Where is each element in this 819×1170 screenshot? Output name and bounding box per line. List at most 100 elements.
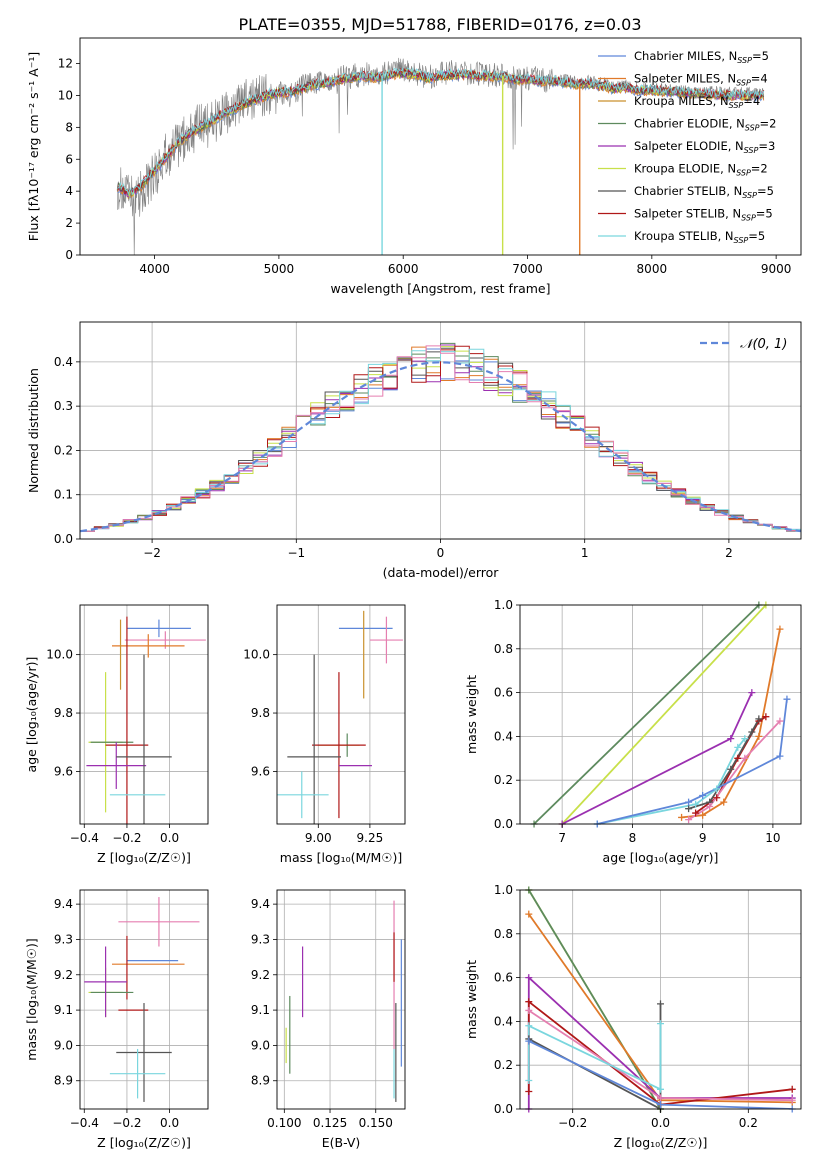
y-tick-label: 9.1: [54, 1003, 73, 1017]
x-tick-label: 0.150: [359, 1116, 393, 1130]
legend-label-name: Chabrier ELODIE, N: [634, 117, 745, 131]
x-tick-label: −0.2: [112, 831, 141, 845]
y-axis-label: Flux [fλ10⁻¹⁷ erg cm⁻² s⁻¹ A⁻¹]: [26, 52, 41, 241]
legend-label-suffix: =5: [756, 207, 773, 221]
legend-label: Chabrier MILES, NSSP=5: [634, 49, 769, 65]
x-tick-label: 2: [725, 546, 733, 560]
x-tick-label: 9000: [761, 262, 792, 276]
legend-label-suffix: =5: [748, 229, 765, 243]
y-axis-label: mass [log₁₀(M/M☉)]: [24, 938, 39, 1060]
weight-marker: [776, 752, 784, 760]
model-line-8: [117, 67, 765, 196]
weight-marker: [748, 689, 756, 697]
x-tick-label: 4000: [139, 262, 170, 276]
axes-frame: [276, 604, 406, 825]
legend-label-suffix: =5: [752, 49, 769, 63]
y-tick-label: 0.2: [494, 1058, 513, 1072]
y-tick-label: 0.4: [494, 1014, 513, 1028]
weight-marker: [788, 1096, 796, 1104]
panel-weight-vs-Z: −0.2 0.0 0.2 0.0 0.2 0.4 0.6 0.8 1.0 Z [log₁₀(Z/Z…: [464, 883, 802, 1150]
legend-label-sub: SSP: [744, 146, 759, 155]
weight-marker: [657, 1020, 664, 1028]
x-tick-label: 0.100: [267, 1116, 301, 1130]
y-tick-label: 0.2: [54, 443, 73, 457]
weight-marker: [525, 1077, 533, 1085]
weight-marker: [685, 805, 693, 813]
histogram-8: [80, 345, 801, 532]
legend-label: Kroupa STELIB, NSSP=5: [634, 229, 765, 245]
axes-frame: [79, 604, 209, 825]
y-tick-label: 0.6: [494, 686, 513, 700]
x-tick-label: 0.0: [160, 1116, 179, 1130]
legend-label-name: Kroupa ELODIE, N: [634, 162, 736, 176]
y-axis-label: age [log₁₀(age/yr)]: [24, 657, 39, 773]
weight-line-1: [561, 605, 767, 824]
x-tick-label: 0.125: [313, 1116, 347, 1130]
y-tick-label: 9.6: [251, 764, 270, 778]
x-axis-label: Z [log₁₀(Z/Z☉)]: [97, 850, 191, 865]
legend-label: Salpeter STELIB, NSSP=5: [634, 207, 773, 223]
y-tick-label: 9.3: [251, 932, 270, 946]
weight-marker: [727, 765, 735, 773]
plot-area-age-vs-Z: [86, 616, 206, 824]
weight-marker: [734, 743, 742, 751]
axes-frame: [79, 889, 209, 1110]
y-tick-label: 1.0: [494, 598, 513, 612]
y-tick-label: 9.8: [54, 706, 73, 720]
x-tick-label: −2: [143, 546, 161, 560]
legend-label-name: Salpeter ELODIE, N: [634, 139, 744, 153]
weight-line-0: [533, 605, 760, 824]
weight-marker: [788, 1085, 796, 1093]
weight-marker: [762, 713, 770, 721]
weight-marker: [692, 809, 700, 817]
x-tick-label: 8000: [637, 262, 668, 276]
legend-label-name: Chabrier MILES, N: [634, 49, 737, 63]
legend-label-sub: SSP: [742, 191, 757, 200]
weight-marker: [525, 910, 533, 918]
x-tick-label: −0.4: [70, 1116, 99, 1130]
legend-label-sub: SSP: [741, 214, 756, 223]
axes-frame: [79, 37, 802, 256]
y-tick-label: 9.2: [251, 968, 270, 982]
weight-marker: [741, 754, 749, 762]
y-tick-label: 9.6: [54, 764, 73, 778]
legend-label-suffix: =2: [751, 162, 768, 176]
y-tick-label: 0: [65, 248, 73, 262]
legend-label-name: Chabrier STELIB, N: [634, 184, 742, 198]
legend-label-suffix: =2: [760, 117, 777, 131]
y-tick-label: 9.3: [54, 932, 73, 946]
legend-label: Chabrier STELIB, NSSP=5: [634, 184, 774, 200]
weight-marker: [692, 800, 700, 808]
figure-title: PLATE=0355, MJD=51788, FIBERID=0176, z=0…: [238, 15, 641, 34]
x-axis-label: Z [log₁₀(Z/Z☉)]: [97, 1135, 191, 1150]
weight-marker: [525, 1006, 533, 1014]
y-tick-label: 4: [65, 184, 73, 198]
model-line-5: [116, 69, 765, 197]
x-tick-label: 8: [629, 831, 637, 845]
axes-frame: [276, 889, 406, 1110]
plot-area-residuals: [80, 342, 801, 533]
x-tick-label: −0.4: [70, 831, 99, 845]
x-tick-label: 7: [558, 831, 566, 845]
legend-label: Kroupa MILES, NSSP=4: [634, 94, 760, 110]
legend-label-suffix: =4: [743, 94, 760, 108]
legend-label: Salpeter ELODIE, NSSP=3: [634, 139, 775, 155]
weight-marker: [525, 974, 533, 982]
y-tick-label: 8.9: [54, 1074, 73, 1088]
y-tick-label: 0.3: [54, 399, 73, 413]
x-tick-label: −0.2: [112, 1116, 141, 1130]
weight-marker: [720, 798, 728, 806]
x-tick-label: −1: [287, 546, 305, 560]
legend-label-sub: SSP: [736, 79, 751, 88]
panel-weight-vs-age: 7 8 9 10 0.0 0.2 0.4 0.6 0.8 1.0 age [log₁₀(age/yr…: [464, 598, 802, 865]
x-tick-label: 5000: [264, 262, 295, 276]
y-tick-label: 8.9: [251, 1074, 270, 1088]
panel-age-vs-mass: 9.00 9.25 9.6 9.8 10.0 mass [log₁₀(M/M☉)]: [243, 604, 406, 865]
y-tick-label: 0.4: [54, 355, 73, 369]
weight-marker: [734, 754, 742, 762]
legend-label-sub: SSP: [734, 236, 749, 245]
normal-reference-curve: [80, 361, 801, 533]
weight-marker: [685, 816, 693, 824]
